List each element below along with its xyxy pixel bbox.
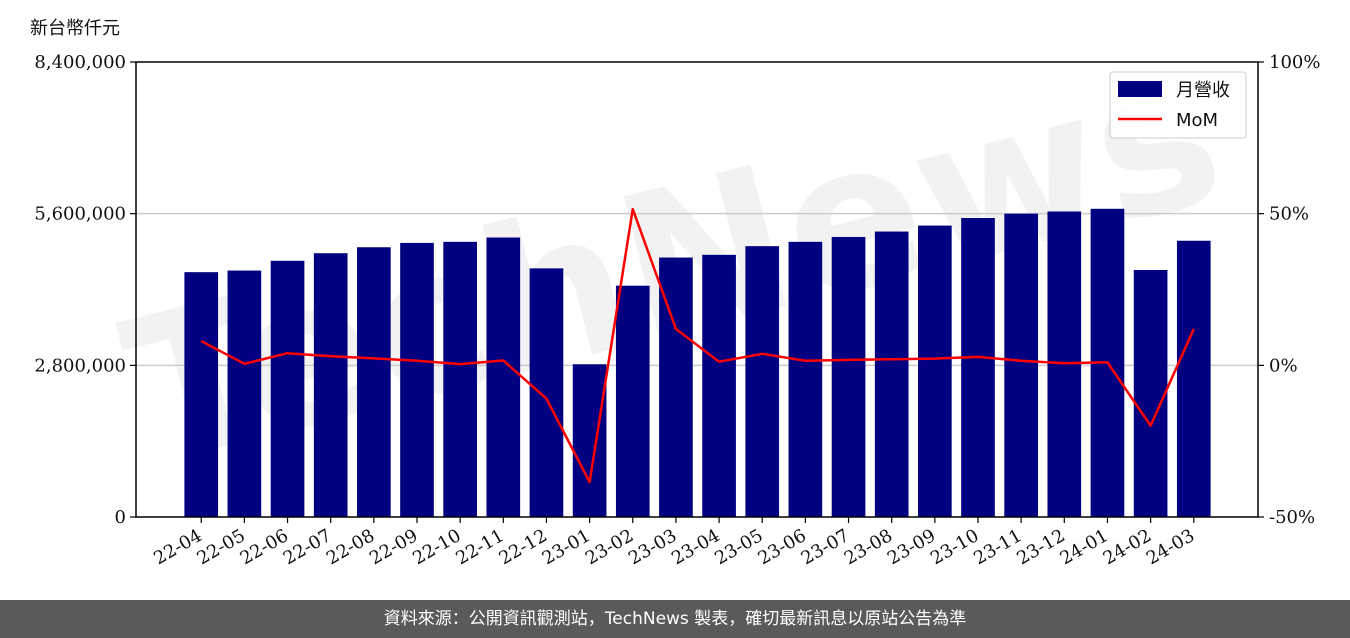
x-tick-label: 22-06 bbox=[237, 525, 292, 569]
y2-tick-label: -50% bbox=[1269, 507, 1315, 528]
y-axis-unit-label: 新台幣仟元 bbox=[30, 18, 120, 39]
y2-tick-label: 100% bbox=[1269, 52, 1320, 73]
x-tick-label: 24-01 bbox=[1057, 525, 1112, 569]
bar-22-05 bbox=[227, 270, 262, 517]
y-tick-label: 0 bbox=[115, 507, 126, 528]
bar-23-02 bbox=[615, 285, 650, 517]
bar-22-10 bbox=[443, 241, 477, 518]
x-tick-label: 23-03 bbox=[625, 525, 680, 569]
source-footer: 資料來源：公開資訊觀測站，TechNews 製表，確切最新訊息以原站公告為準 bbox=[0, 600, 1350, 638]
x-tick-label: 23-08 bbox=[841, 525, 896, 569]
x-tick-label: 22-07 bbox=[280, 525, 335, 569]
x-tick-label: 22-12 bbox=[496, 525, 551, 569]
revenue-chart: TechNews02,800,0005,600,0008,400,000-50%… bbox=[34, 16, 1320, 569]
x-tick-label: 23-06 bbox=[754, 525, 809, 569]
x-tick-label: 22-09 bbox=[366, 525, 421, 569]
x-tick-label: 23-01 bbox=[539, 525, 594, 569]
y-tick-label: 2,800,000 bbox=[34, 355, 126, 376]
x-tick-label: 22-05 bbox=[193, 525, 248, 569]
x-tick-label: 22-08 bbox=[323, 525, 378, 569]
x-tick-label: 24-03 bbox=[1143, 525, 1198, 569]
bar-22-09 bbox=[400, 242, 434, 517]
bar-23-06 bbox=[788, 241, 823, 518]
x-tick-label: 22-10 bbox=[409, 525, 464, 569]
bar-23-05 bbox=[745, 246, 780, 517]
bar-23-04 bbox=[702, 254, 736, 518]
y-tick-label: 5,600,000 bbox=[34, 204, 126, 225]
legend-label-revenue: 月營收 bbox=[1176, 80, 1230, 101]
x-tick-label: 23-10 bbox=[927, 525, 982, 569]
bar-22-04 bbox=[184, 272, 219, 517]
legend-bar-swatch bbox=[1118, 81, 1162, 97]
y-tick-label: 8,400,000 bbox=[34, 52, 126, 73]
x-tick-label: 22-04 bbox=[150, 525, 205, 569]
bar-23-10 bbox=[961, 218, 995, 517]
x-tick-label: 23-05 bbox=[711, 525, 766, 569]
mom-line bbox=[200, 207, 1195, 484]
bar-22-06 bbox=[270, 260, 305, 517]
plot-frame bbox=[135, 61, 1259, 518]
bar-23-01 bbox=[572, 364, 607, 517]
x-tick-label: 23-02 bbox=[582, 525, 637, 569]
x-tick-label: 23-11 bbox=[970, 525, 1025, 569]
bar-24-02 bbox=[1133, 270, 1168, 517]
bar-23-08 bbox=[874, 231, 909, 517]
x-tick-label: 23-12 bbox=[1013, 525, 1068, 569]
bar-22-12 bbox=[529, 268, 564, 517]
legend-label-mom: MoM bbox=[1176, 110, 1218, 131]
y2-tick-label: 50% bbox=[1269, 204, 1309, 225]
bar-22-08 bbox=[357, 247, 391, 517]
x-tick-label: 23-07 bbox=[798, 525, 853, 569]
bar-24-03 bbox=[1176, 240, 1211, 517]
x-tick-label: 23-09 bbox=[884, 525, 939, 569]
bar-23-07 bbox=[831, 236, 866, 518]
x-tick-label: 22-11 bbox=[452, 525, 507, 569]
bar-22-07 bbox=[313, 253, 348, 518]
bar-22-11 bbox=[486, 237, 521, 517]
bar-23-11 bbox=[1004, 213, 1038, 517]
bar-23-09 bbox=[918, 225, 952, 518]
x-tick-label: 24-02 bbox=[1100, 525, 1155, 569]
x-tick-label: 23-04 bbox=[668, 525, 723, 569]
y2-tick-label: 0% bbox=[1269, 355, 1298, 376]
